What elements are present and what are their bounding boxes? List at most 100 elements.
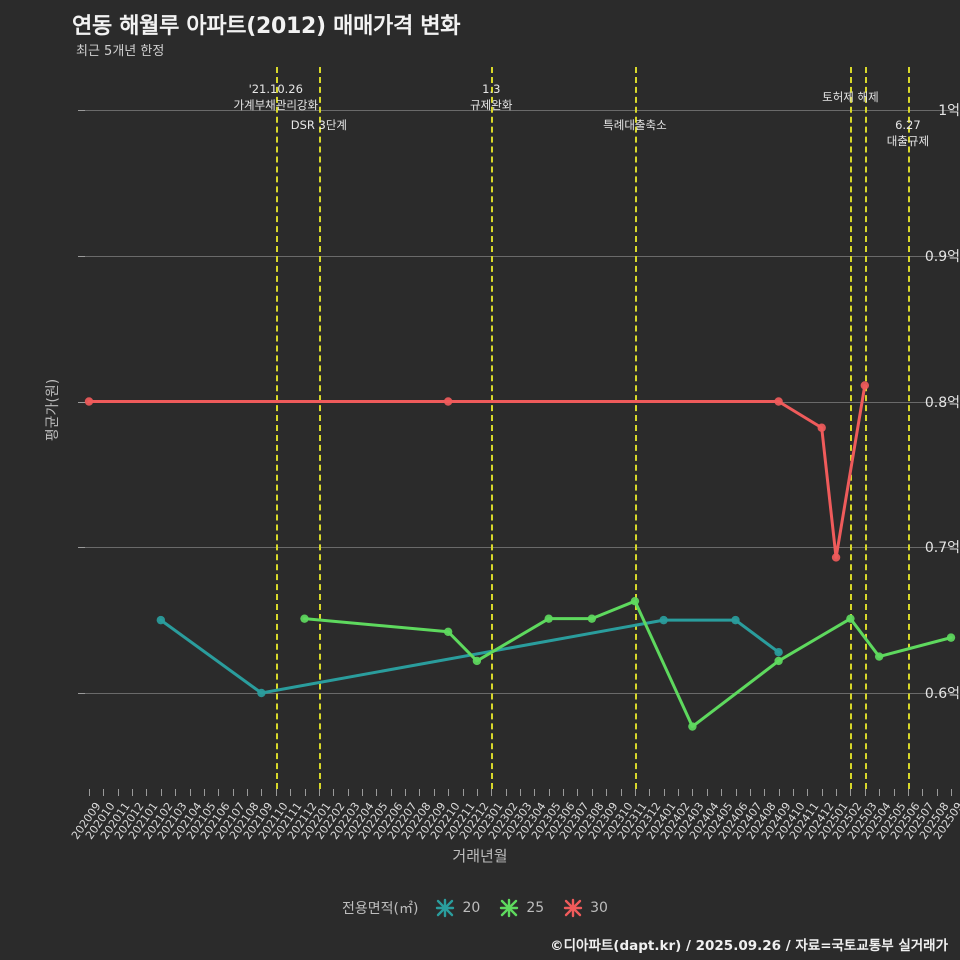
- data-point-20: [659, 615, 668, 625]
- x-tick-mark: [951, 789, 952, 796]
- data-point-25: [874, 652, 884, 661]
- x-tick-mark: [821, 789, 823, 796]
- data-point-30: [817, 423, 826, 432]
- x-tick-mark: [189, 789, 191, 796]
- x-tick-mark: [591, 789, 593, 796]
- legend-item-30[interactable]: 30: [563, 898, 618, 918]
- x-tick-mark: [620, 789, 622, 796]
- y-tick-mark: [78, 693, 85, 694]
- y-tick-mark: [78, 547, 85, 549]
- x-tick-mark: [735, 789, 737, 796]
- x-tick-mark: [634, 789, 636, 796]
- event-annotation-label: 1.3 규제완화: [470, 82, 512, 113]
- x-tick-mark: [376, 789, 378, 796]
- x-tick-mark: [534, 789, 536, 796]
- legend-marker-x-icon: [500, 898, 519, 918]
- event-annotation-line: 토허제 해제: [822, 90, 879, 104]
- x-tick-mark: [807, 789, 809, 796]
- series-line-30: [87, 383, 867, 559]
- data-point-30: [831, 553, 841, 562]
- x-tick-mark: [749, 789, 751, 796]
- x-tick-mark: [261, 789, 263, 796]
- x-tick-mark: [89, 789, 90, 796]
- x-tick-mark: [893, 789, 895, 796]
- x-tick-mark: [146, 789, 148, 796]
- event-marker-line: [491, 67, 494, 789]
- y-tick-mark: [78, 401, 85, 403]
- x-tick-mark: [218, 789, 220, 796]
- y-tick-label: 0.8억: [924, 394, 960, 411]
- x-tick-mark: [678, 789, 680, 796]
- event-marker-line: [275, 67, 278, 789]
- legend-marker-x-icon: [563, 898, 583, 918]
- data-point-25: [774, 656, 783, 666]
- x-tick-mark: [922, 789, 924, 796]
- legend-label: 20: [462, 900, 481, 916]
- legend-label: 30: [590, 900, 608, 916]
- event-annotation-line: 특례대출축소: [603, 118, 667, 132]
- x-tick-mark: [405, 789, 407, 796]
- legend-item-25[interactable]: 25: [499, 898, 554, 918]
- event-annotation-label: 6.27 대출규제: [887, 118, 929, 149]
- x-tick-mark: [907, 789, 909, 796]
- x-tick-mark: [864, 789, 866, 796]
- x-tick-mark: [333, 789, 335, 796]
- x-tick-mark: [275, 789, 277, 796]
- data-point-20: [156, 615, 166, 625]
- x-tick-mark: [706, 789, 708, 796]
- x-tick-mark: [347, 789, 349, 796]
- x-tick-mark: [836, 789, 838, 796]
- y-axis: 평균가(원): [0, 0, 76, 960]
- x-tick-mark: [491, 789, 493, 796]
- x-tick-mark: [433, 789, 435, 796]
- data-point-25: [300, 614, 309, 623]
- event-annotation-label: DSR 3단계: [291, 118, 347, 134]
- data-point-25: [587, 614, 597, 623]
- event-annotation-line: '21.10.26: [248, 82, 303, 96]
- event-annotation-line: DSR 3단계: [290, 118, 347, 132]
- x-tick-mark: [879, 789, 881, 796]
- x-tick-mark: [764, 789, 766, 796]
- event-annotation-line: 1.3: [482, 82, 501, 96]
- x-tick-mark: [548, 789, 550, 796]
- legend-item-20[interactable]: 20: [435, 898, 490, 918]
- series-line-25: [303, 599, 953, 729]
- x-tick-mark: [419, 789, 421, 796]
- x-tick-mark: [649, 789, 651, 796]
- x-tick-mark: [304, 789, 306, 796]
- x-tick-mark: [692, 789, 694, 796]
- x-tick-mark: [103, 789, 105, 796]
- event-annotation-line: 가계부채관리강화: [233, 97, 319, 112]
- event-marker-line: [907, 67, 910, 789]
- x-tick-mark: [361, 789, 363, 796]
- data-point-25: [544, 614, 553, 623]
- data-point-20: [731, 615, 740, 625]
- event-annotation-line: 6.27: [895, 118, 921, 132]
- x-tick-mark: [117, 789, 119, 796]
- event-annotation-line: 대출규제: [886, 133, 930, 148]
- event-marker-line: [850, 67, 853, 789]
- footer-credit: ©디아파트(dapt.kr) / 2025.09.26 / 자료=국토교통부 실…: [550, 938, 948, 954]
- y-tick-mark: [78, 110, 85, 111]
- x-tick-mark: [448, 789, 450, 796]
- event-marker-line: [634, 67, 637, 789]
- y-tick-label: 0.7억: [924, 540, 960, 557]
- event-annotation-line: 규제완화: [470, 97, 513, 112]
- data-point-25: [946, 633, 956, 642]
- data-point-20: [774, 647, 783, 657]
- x-tick-mark: [792, 789, 794, 796]
- x-tick-mark: [577, 789, 579, 796]
- x-tick-mark: [721, 789, 723, 796]
- legend-label: 25: [526, 900, 545, 916]
- gridline: [84, 547, 954, 549]
- x-tick-mark: [203, 789, 205, 796]
- x-axis-label: 거래년월: [452, 847, 508, 865]
- x-tick-mark: [936, 789, 938, 796]
- x-tick-mark: [160, 789, 162, 796]
- x-tick-mark: [247, 789, 249, 796]
- y-tick-label: 0.9억: [924, 248, 960, 265]
- page-title: 연동 해월루 아파트(2012) 매매가격 변화: [72, 14, 461, 39]
- x-tick-mark: [175, 789, 177, 796]
- y-tick-label: 1억: [938, 103, 960, 119]
